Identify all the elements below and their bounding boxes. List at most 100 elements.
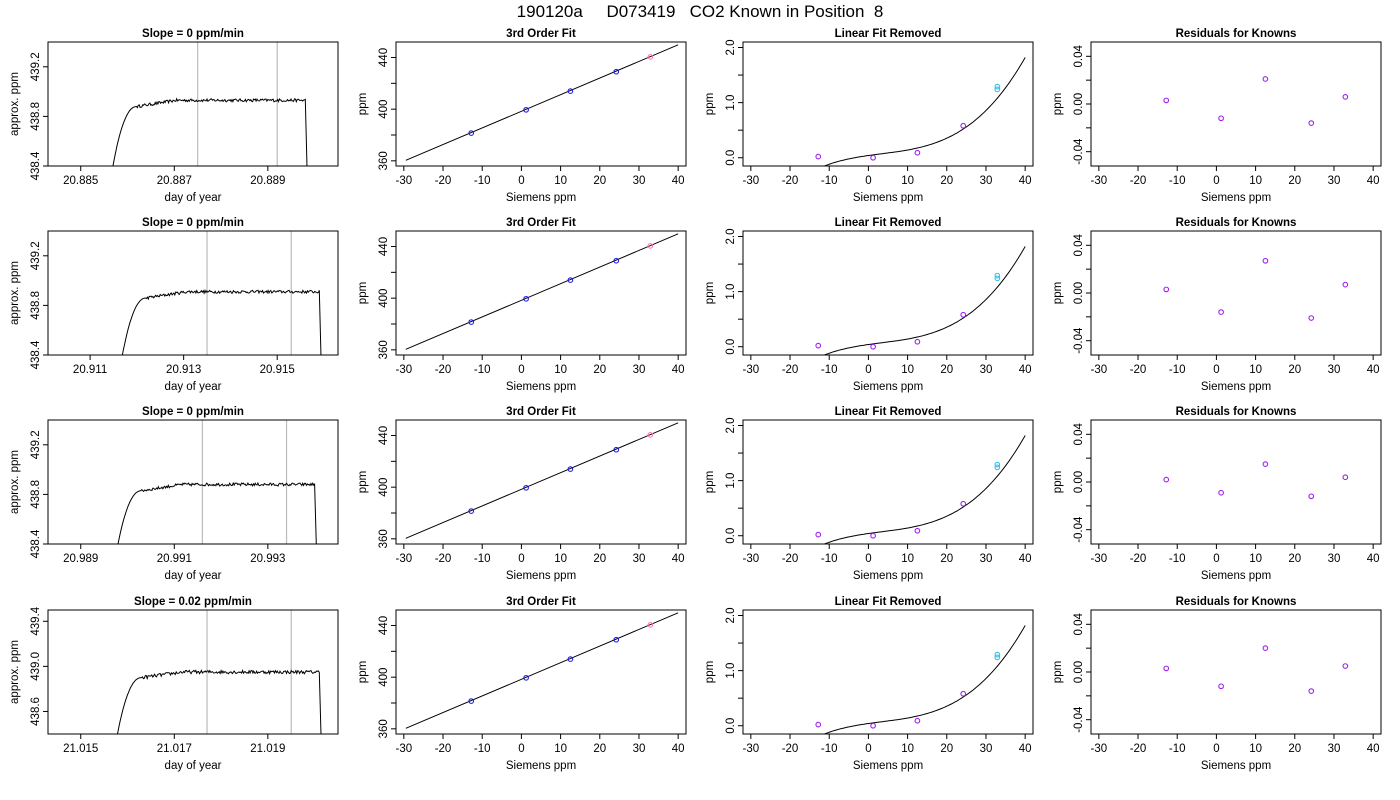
y-tick-label: 0.0 [725, 718, 737, 734]
data-point [994, 86, 1001, 93]
plot-area [815, 246, 1026, 355]
x-tick-label: 30 [633, 553, 646, 565]
panel-3-1: 3rd Order Fit -30 -20 -10 0 10 20 30 40 360 400 440… [357, 596, 687, 772]
data-point [1163, 476, 1170, 483]
x-tick-label: 10 [901, 553, 914, 565]
data-point [870, 532, 876, 539]
y-axis-label: ppm [704, 282, 716, 304]
x-tick-label: -30 [1091, 743, 1108, 755]
x-axis-label: Siemens ppm [506, 760, 576, 772]
plot-area [1163, 645, 1349, 694]
plot-frame [47, 609, 339, 735]
x-tick-label: -30 [1091, 553, 1108, 565]
x-tick-label: -30 [396, 553, 413, 565]
y-tick-label: 438.6 [30, 697, 42, 726]
panel-0-2: Linear Fit Removed -30 -20 -10 0 10 20 30 40 0.0 1… [704, 28, 1034, 204]
data-point [960, 500, 967, 507]
y-tick-label: 439.0 [30, 652, 42, 681]
data-point [1308, 688, 1315, 694]
x-tick-label: -20 [435, 175, 452, 187]
plot-frame [47, 419, 339, 545]
data-point [914, 527, 921, 534]
x-axis-label: Siemens ppm [1201, 760, 1271, 772]
y-axis-label: ppm [1052, 282, 1064, 304]
y-tick-label: 1.0 [725, 663, 737, 679]
x-axis-label: Siemens ppm [853, 381, 923, 393]
x-tick-label: -10 [1169, 743, 1186, 755]
plot-area [117, 420, 317, 544]
data-point [1262, 461, 1269, 467]
x-axis-label: Siemens ppm [853, 570, 923, 582]
panel-title: Linear Fit Removed [835, 217, 942, 229]
y-axis-label: approx. ppm [9, 640, 21, 704]
fit-line [405, 233, 679, 350]
concentration-trace [117, 481, 317, 544]
data-point [994, 275, 1001, 282]
data-point [1218, 683, 1224, 690]
y-tick-label: 2.0 [725, 608, 737, 624]
y-axis-label: approx. ppm [9, 72, 21, 136]
x-tick-label: 20 [593, 743, 606, 755]
panel-title: Linear Fit Removed [835, 28, 942, 40]
y-tick-label: 2.0 [725, 229, 737, 245]
x-tick-label: 20 [940, 175, 953, 187]
data-point [1342, 93, 1349, 100]
data-point [523, 106, 529, 113]
x-tick-label: -30 [396, 743, 413, 755]
panel-3-2: Linear Fit Removed -30 -20 -10 0 10 20 30 40 0.0 1… [704, 596, 1034, 772]
y-tick-label: 0.00 [1073, 471, 1085, 493]
data-point [994, 83, 1001, 90]
x-tick-label: -10 [474, 743, 491, 755]
panel-title: Linear Fit Removed [835, 596, 942, 608]
x-axis-label: Siemens ppm [506, 192, 576, 204]
data-point [1163, 286, 1170, 293]
y-tick-label: -0.04 [1073, 706, 1085, 733]
x-tick-label: 30 [1328, 364, 1341, 376]
plot-area [116, 610, 322, 734]
y-tick-label: 400 [378, 668, 390, 687]
y-tick-label: 400 [378, 100, 390, 119]
x-tick-label: 40 [1019, 364, 1032, 376]
plot-frame [1090, 609, 1382, 735]
fit-curve [823, 246, 1026, 355]
data-point [870, 722, 876, 729]
x-tick-label: -30 [396, 364, 413, 376]
y-tick-label: 0.00 [1073, 661, 1085, 683]
panel-2-1: 3rd Order Fit -30 -20 -10 0 10 20 30 40 360 400 440… [357, 406, 687, 582]
data-point [994, 272, 1001, 279]
y-tick-label: 438.8 [30, 102, 42, 131]
x-tick-label: -10 [1169, 553, 1186, 565]
data-point [1308, 120, 1315, 126]
x-tick-label: -30 [743, 175, 760, 187]
panel-title: Residuals for Knowns [1176, 217, 1297, 229]
y-tick-label: 438.4 [30, 340, 42, 369]
y-tick-label: 360 [378, 340, 390, 359]
panel-0-1: 3rd Order Fit -30 -20 -10 0 10 20 30 40 360 400 440… [357, 28, 687, 204]
x-tick-label: -30 [743, 364, 760, 376]
x-tick-label: 40 [672, 553, 685, 565]
panel-title: Slope = 0.02 ppm/min [134, 596, 252, 608]
data-point [960, 690, 967, 697]
data-point [870, 343, 876, 350]
x-tick-label: -10 [821, 743, 838, 755]
x-tick-label: 21.015 [63, 743, 98, 755]
data-point [613, 636, 620, 643]
plot-frame [1090, 419, 1382, 545]
panel-title: 3rd Order Fit [506, 406, 576, 418]
y-tick-label: 440 [378, 237, 390, 256]
x-tick-label: 10 [901, 364, 914, 376]
data-point [1262, 76, 1269, 82]
x-tick-label: 40 [1019, 553, 1032, 565]
x-axis-label: Siemens ppm [853, 760, 923, 772]
x-axis-label: Siemens ppm [1201, 381, 1271, 393]
data-point [1342, 474, 1349, 481]
panel-1-1: 3rd Order Fit -30 -20 -10 0 10 20 30 40 360 400 440… [357, 217, 687, 393]
x-tick-label: 20.915 [260, 364, 295, 376]
plot-frame [1090, 41, 1382, 167]
x-tick-label: -20 [782, 364, 799, 376]
data-point [567, 466, 574, 472]
plot-area [1163, 76, 1349, 126]
x-tick-label: -30 [743, 743, 760, 755]
y-tick-label: -0.04 [1073, 327, 1085, 354]
y-tick-label: 2.0 [725, 418, 737, 434]
